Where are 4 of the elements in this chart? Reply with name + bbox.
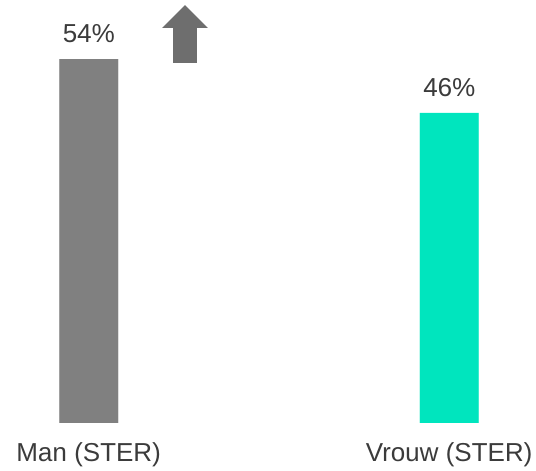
data-label: 54%	[62, 18, 115, 48]
x-tick-label: Man (STER)	[16, 437, 161, 467]
data-label: 46%	[423, 72, 476, 102]
x-tick-label: Vrouw (STER)	[366, 437, 532, 467]
